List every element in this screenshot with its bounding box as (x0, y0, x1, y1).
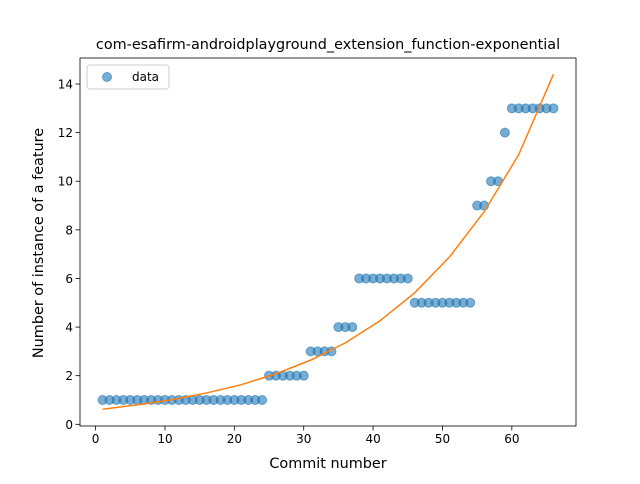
x-tick-label: 0 (92, 432, 100, 446)
legend-box (86, 64, 170, 90)
data-point (257, 394, 268, 405)
y-tick-label: 10 (58, 175, 73, 189)
chart-title: com-esafirm-androidplayground_extension_… (96, 37, 560, 53)
x-axis-label: Commit number (269, 456, 386, 472)
axes-frame (79, 57, 577, 427)
legend-label: data (132, 70, 159, 84)
x-tick-label: 60 (504, 432, 519, 446)
y-axis-label: Number of instance of a feature (31, 128, 47, 358)
y-tick-label: 0 (65, 418, 73, 432)
x-tick-label: 40 (365, 432, 380, 446)
legend-marker (102, 72, 112, 82)
y-tick-label: 12 (58, 126, 73, 140)
fit-line (102, 73, 555, 410)
x-tick-label: 30 (296, 432, 311, 446)
x-tick-label: 20 (227, 432, 242, 446)
plot-area: 0 10 20 30 40 50 60 0 2 4 6 8 10 12 14 data (58, 57, 577, 446)
y-tick-label: 4 (65, 321, 73, 335)
y-tick-label: 14 (58, 78, 73, 92)
y-tick-label: 2 (65, 369, 73, 383)
x-tick-label: 10 (157, 432, 172, 446)
data-point (548, 103, 559, 114)
y-tick-label: 6 (65, 272, 73, 286)
data-point (465, 297, 476, 308)
data-point (402, 273, 413, 284)
data-point (499, 127, 510, 138)
x-tick-label: 50 (435, 432, 450, 446)
y-tick-label: 8 (65, 223, 73, 237)
data-point (347, 322, 358, 333)
data-point (298, 370, 309, 381)
